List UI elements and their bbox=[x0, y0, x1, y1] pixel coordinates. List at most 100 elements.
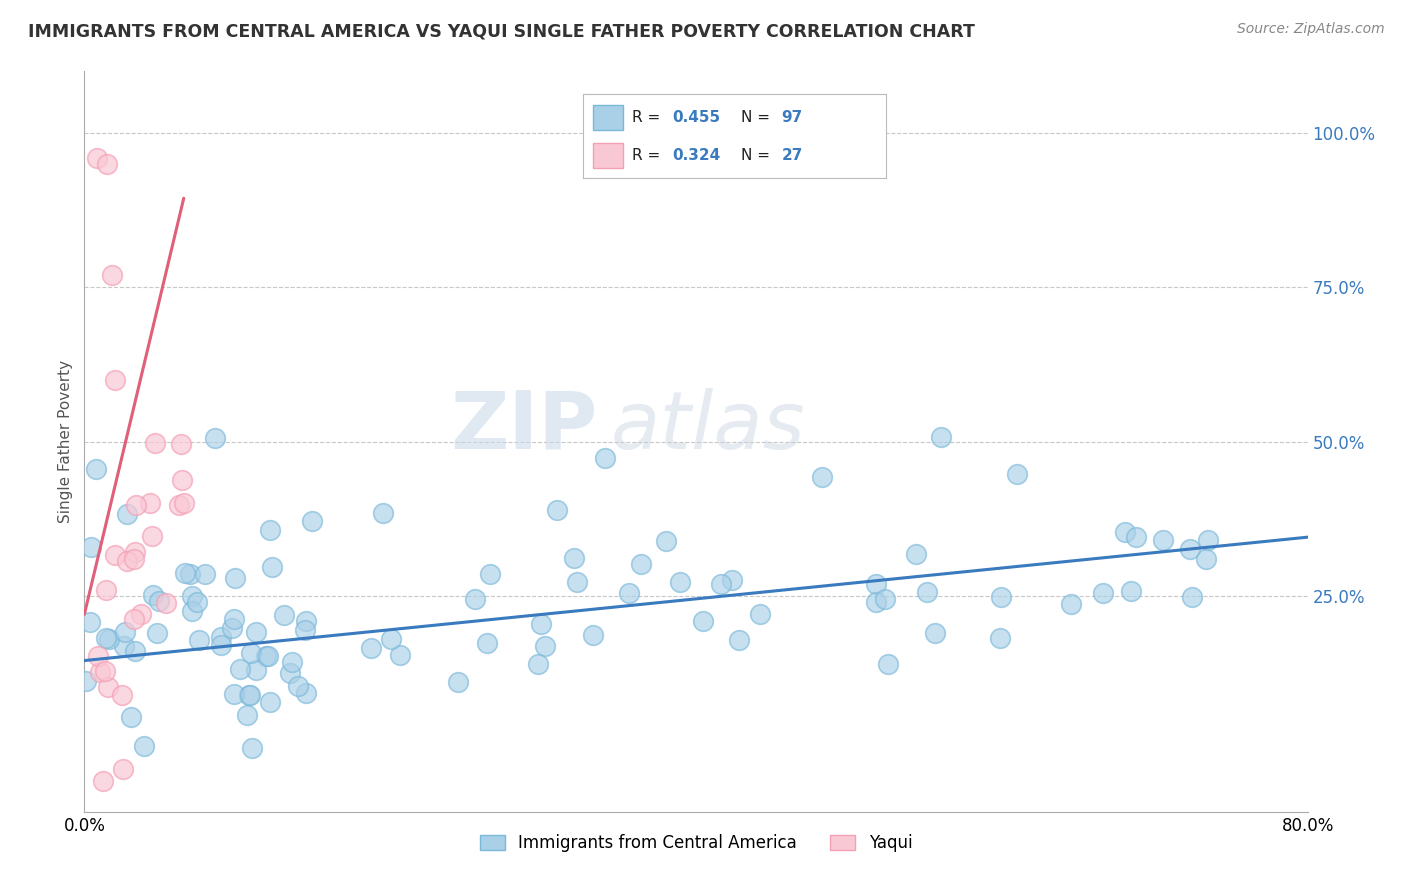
Point bbox=[97, 680, 120, 694]
Point bbox=[96, 157, 118, 171]
Point bbox=[720, 573, 742, 587]
Point bbox=[79, 615, 101, 630]
Point bbox=[111, 688, 134, 702]
Text: Source: ZipAtlas.com: Source: ZipAtlas.com bbox=[1237, 22, 1385, 37]
Point bbox=[593, 450, 616, 465]
Point bbox=[728, 632, 751, 647]
Point bbox=[617, 586, 640, 600]
Point bbox=[929, 429, 952, 443]
Text: 27: 27 bbox=[782, 148, 803, 163]
Point bbox=[84, 461, 107, 475]
Point bbox=[115, 507, 138, 521]
Text: N =: N = bbox=[741, 148, 775, 163]
Text: atlas: atlas bbox=[610, 388, 806, 466]
Point bbox=[278, 665, 301, 680]
Text: 0.324: 0.324 bbox=[672, 148, 721, 163]
Point bbox=[294, 686, 316, 700]
Point bbox=[143, 436, 166, 450]
Point bbox=[124, 545, 146, 559]
Point bbox=[547, 502, 569, 516]
Point bbox=[301, 514, 323, 528]
Point bbox=[565, 574, 588, 589]
Point bbox=[1197, 533, 1219, 547]
Text: R =: R = bbox=[631, 110, 665, 125]
Point bbox=[865, 577, 887, 591]
Point bbox=[1119, 584, 1142, 599]
Point bbox=[172, 473, 194, 487]
Point bbox=[388, 648, 411, 663]
Point bbox=[209, 630, 232, 644]
Point bbox=[132, 739, 155, 753]
Point bbox=[240, 740, 263, 755]
Point bbox=[287, 679, 309, 693]
Point bbox=[204, 431, 226, 445]
Point bbox=[125, 498, 148, 512]
Point bbox=[169, 499, 191, 513]
Point bbox=[245, 625, 267, 640]
Point bbox=[122, 551, 145, 566]
Point bbox=[257, 648, 280, 663]
Point bbox=[1195, 551, 1218, 566]
Point bbox=[139, 496, 162, 510]
Point bbox=[904, 548, 927, 562]
Point bbox=[180, 604, 202, 618]
Point bbox=[464, 591, 486, 606]
Point bbox=[990, 590, 1012, 604]
Point bbox=[131, 607, 153, 621]
Point bbox=[380, 632, 402, 647]
Point bbox=[294, 623, 316, 637]
Point bbox=[655, 534, 678, 549]
Point bbox=[111, 762, 134, 776]
Point bbox=[534, 639, 557, 653]
Text: N =: N = bbox=[741, 110, 775, 125]
Point bbox=[186, 595, 208, 609]
Point bbox=[692, 615, 714, 629]
FancyBboxPatch shape bbox=[592, 143, 623, 169]
Point bbox=[228, 662, 250, 676]
Text: IMMIGRANTS FROM CENTRAL AMERICA VS YAQUI SINGLE FATHER POVERTY CORRELATION CHART: IMMIGRANTS FROM CENTRAL AMERICA VS YAQUI… bbox=[28, 22, 974, 40]
Y-axis label: Single Father Poverty: Single Father Poverty bbox=[58, 360, 73, 523]
Point bbox=[1005, 467, 1028, 481]
Point bbox=[141, 528, 163, 542]
Point bbox=[101, 268, 124, 282]
Text: 97: 97 bbox=[782, 110, 803, 125]
Point bbox=[1092, 586, 1115, 600]
Point bbox=[188, 632, 211, 647]
Point bbox=[194, 567, 217, 582]
Point bbox=[294, 614, 316, 628]
Point bbox=[148, 593, 170, 607]
Point bbox=[260, 559, 283, 574]
Point bbox=[530, 617, 553, 632]
Text: 0.455: 0.455 bbox=[672, 110, 721, 125]
Point bbox=[91, 773, 114, 788]
Point bbox=[810, 470, 832, 484]
Point bbox=[447, 675, 470, 690]
Legend: Immigrants from Central America, Yaqui: Immigrants from Central America, Yaqui bbox=[472, 828, 920, 859]
Point bbox=[1181, 590, 1204, 604]
Text: R =: R = bbox=[631, 148, 665, 163]
Point bbox=[89, 665, 111, 679]
Point bbox=[180, 589, 202, 603]
Point bbox=[924, 626, 946, 640]
Point bbox=[1152, 533, 1174, 548]
Point bbox=[224, 687, 246, 701]
Point bbox=[360, 641, 382, 656]
Point bbox=[1178, 541, 1201, 556]
Point bbox=[97, 632, 120, 647]
Point bbox=[170, 437, 193, 451]
Point bbox=[239, 688, 262, 702]
Point bbox=[104, 373, 127, 387]
Point bbox=[564, 551, 586, 566]
Point bbox=[79, 540, 101, 554]
Point bbox=[915, 585, 938, 599]
Point bbox=[254, 648, 277, 663]
Point bbox=[527, 657, 550, 671]
Point bbox=[865, 595, 887, 609]
Point bbox=[259, 523, 281, 537]
Point bbox=[478, 567, 501, 582]
Point bbox=[114, 625, 136, 640]
Text: ZIP: ZIP bbox=[451, 388, 598, 466]
Point bbox=[94, 664, 117, 678]
Point bbox=[104, 548, 127, 562]
Point bbox=[124, 612, 146, 626]
